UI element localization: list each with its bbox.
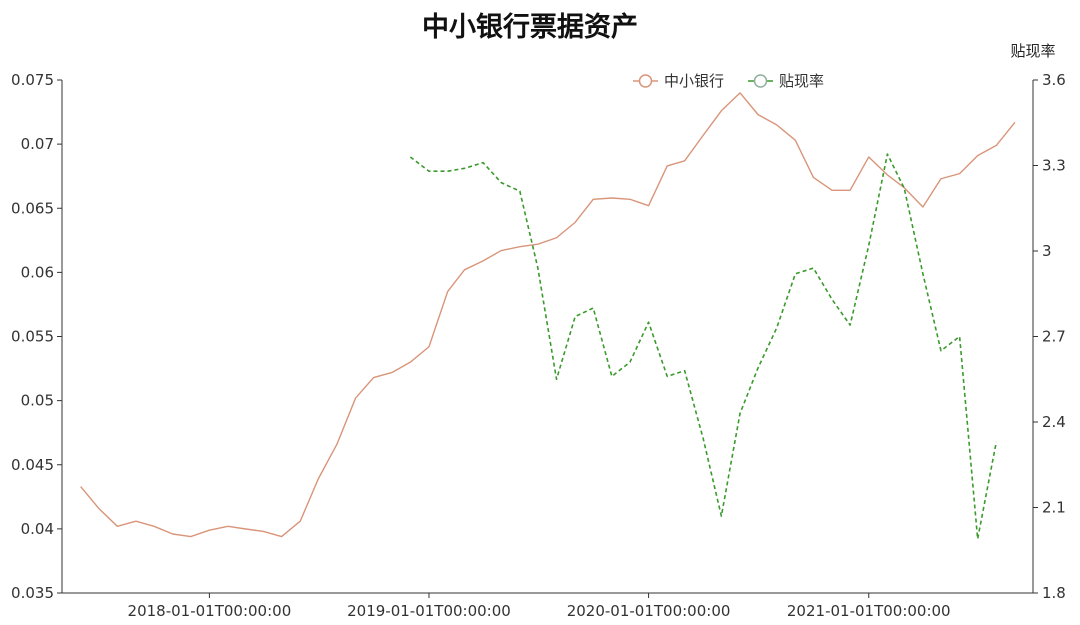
legend-label-2: 贴现率 — [779, 72, 824, 90]
y-right-tick-label: 2.4 — [1042, 413, 1066, 431]
chart-title: 中小银行票据资产 — [422, 11, 638, 43]
y-left-tick-label: 0.045 — [11, 456, 54, 474]
axes: 0.075 0.07 0.065 0.06 0.055 0.05 0.045 0.04 0.03… — [11, 42, 1066, 620]
y-left-tick-label: 0.035 — [11, 584, 54, 602]
x-tick-label: 2020-01-01T00:00:00 — [567, 602, 731, 620]
x-tick-label: 2021-01-01T00:00:00 — [787, 602, 951, 620]
y-right-axis-title: 贴现率 — [1010, 42, 1055, 60]
y-left-tick-label: 0.065 — [11, 199, 54, 217]
series-line-2 — [409, 153, 998, 540]
legend[interactable]: 中小银行 贴现率 — [633, 72, 824, 90]
legend-item-2[interactable]: 贴现率 — [748, 72, 824, 90]
legend-item-1[interactable]: 中小银行 — [633, 72, 724, 90]
y-right-tick-label: 3.6 — [1042, 71, 1066, 89]
y-left-tick-label: 0.055 — [11, 328, 54, 346]
series-line-1 — [80, 92, 1016, 538]
y-left-tick-label: 0.075 — [11, 71, 54, 89]
y-left-tick-label: 0.06 — [21, 263, 54, 281]
legend-label-1: 中小银行 — [664, 72, 724, 90]
legend-marker-1 — [638, 74, 653, 88]
y-right-tick-label: 3.3 — [1042, 157, 1066, 175]
y-right-tick-label: 2.7 — [1042, 328, 1066, 346]
plot-area — [80, 92, 1016, 540]
y-right-tick-label: 3 — [1042, 242, 1052, 260]
x-tick-label: 2019-01-01T00:00:00 — [347, 602, 511, 620]
y-right-tick-label: 1.8 — [1042, 584, 1066, 602]
x-tick-label: 2018-01-01T00:00:00 — [128, 602, 292, 620]
legend-marker-2 — [753, 74, 768, 88]
y-right-tick-label: 2.1 — [1042, 499, 1066, 517]
y-left-tick-label: 0.04 — [21, 520, 54, 538]
y-left-tick-label: 0.05 — [21, 392, 54, 410]
y-left-tick-label: 0.07 — [21, 135, 54, 153]
